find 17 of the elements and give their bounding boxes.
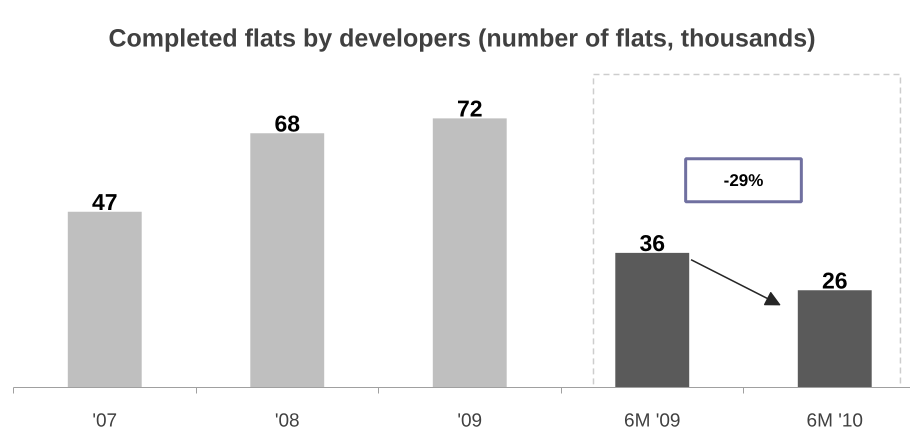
x-tick-label: '09 [457, 410, 482, 432]
bar [432, 118, 507, 388]
bar [615, 252, 690, 388]
data-label: 26 [822, 267, 848, 294]
chart-title: Completed flats by developers (number of flats, thousands) [108, 24, 816, 52]
bar [798, 290, 872, 388]
x-tick-label: 6M '09 [624, 410, 680, 432]
data-label: 68 [274, 110, 300, 136]
data-label: 36 [639, 230, 666, 256]
x-tick-label: '07 [92, 410, 118, 432]
bar [250, 133, 324, 388]
annotation: -29% [724, 170, 764, 190]
data-label: 72 [456, 95, 483, 122]
x-tick-label: 6M '10 [806, 410, 863, 432]
data-label: 47 [92, 188, 118, 215]
bar [68, 212, 142, 388]
x-tick-label: '08 [274, 410, 300, 432]
